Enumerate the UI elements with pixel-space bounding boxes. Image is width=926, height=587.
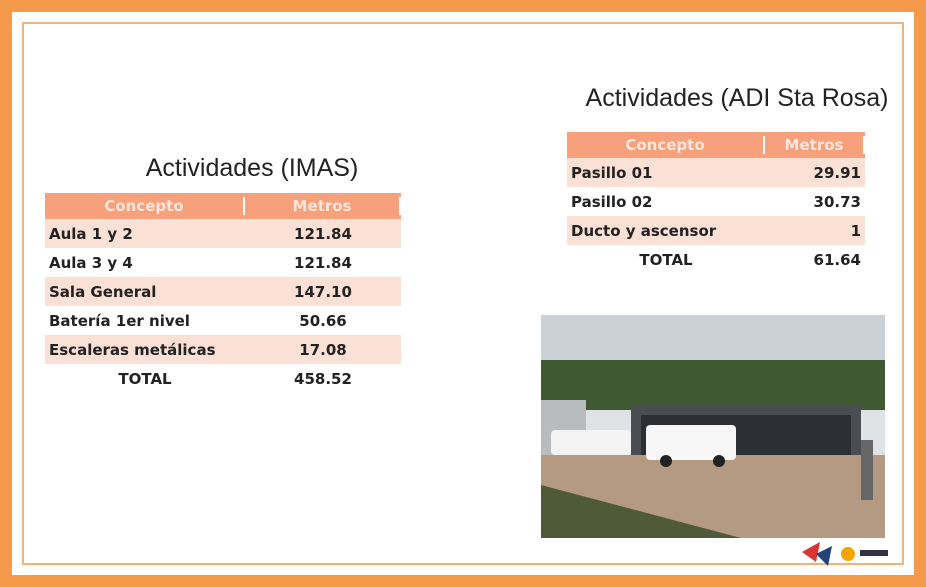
table-row: Ducto y ascensor 1: [567, 216, 865, 245]
right-table: Concepto Metros Pasillo 01 29.91 Pasillo 02 3…: [567, 132, 865, 274]
value-cell: 17.08: [299, 340, 347, 359]
concept-cell: Sala General: [49, 282, 157, 301]
concept-cell: Ducto y ascensor: [571, 221, 717, 240]
left-table: Concepto Metros Aula 1 y 2 121.84 Aula 3 y 4…: [45, 193, 401, 393]
concept-cell: Aula 1 y 2: [49, 224, 133, 243]
table-row: Aula 1 y 2 121.84: [45, 219, 401, 248]
concept-cell: TOTAL: [639, 250, 693, 269]
value-cell: 121.84: [294, 253, 352, 272]
logo: [802, 542, 888, 566]
table-row: Pasillo 01 29.91: [567, 158, 865, 187]
slide-frame: [22, 22, 904, 565]
value-cell: 61.64: [813, 250, 861, 269]
concept-cell: Aula 3 y 4: [49, 253, 133, 272]
left-title: Actividades (IMAS): [145, 154, 359, 182]
concept-cell: Pasillo 01: [571, 163, 653, 182]
header-cell: Metros: [765, 136, 865, 154]
value-cell: 30.73: [813, 192, 861, 211]
right-title: Actividades (ADI Sta Rosa): [585, 84, 889, 112]
table-row: Sala General 147.10: [45, 277, 401, 306]
table-header: Concepto Metros: [45, 193, 401, 219]
concept-cell: Pasillo 02: [571, 192, 653, 211]
concept-cell: Escaleras metálicas: [49, 340, 216, 359]
value-cell: 29.91: [813, 163, 861, 182]
value-cell: 121.84: [294, 224, 352, 243]
table-row: Pasillo 02 30.73: [567, 187, 865, 216]
value-cell: 1: [850, 221, 861, 240]
value-cell: 50.66: [299, 311, 347, 330]
value-cell: 458.52: [294, 369, 352, 388]
concept-cell: TOTAL: [118, 369, 172, 388]
header-cell: Concepto: [567, 136, 765, 154]
header-cell: Metros: [245, 197, 401, 215]
table-row: Aula 3 y 4 121.84: [45, 248, 401, 277]
table-header: Concepto Metros: [567, 132, 865, 158]
concept-cell: Batería 1er nivel: [49, 311, 190, 330]
table-row: Batería 1er nivel 50.66: [45, 306, 401, 335]
site-photo: [541, 315, 885, 538]
table-row: TOTAL 458.52: [45, 364, 401, 393]
table-row: Escaleras metálicas 17.08: [45, 335, 401, 364]
table-row: TOTAL 61.64: [567, 245, 865, 274]
header-cell: Concepto: [45, 197, 245, 215]
value-cell: 147.10: [294, 282, 352, 301]
